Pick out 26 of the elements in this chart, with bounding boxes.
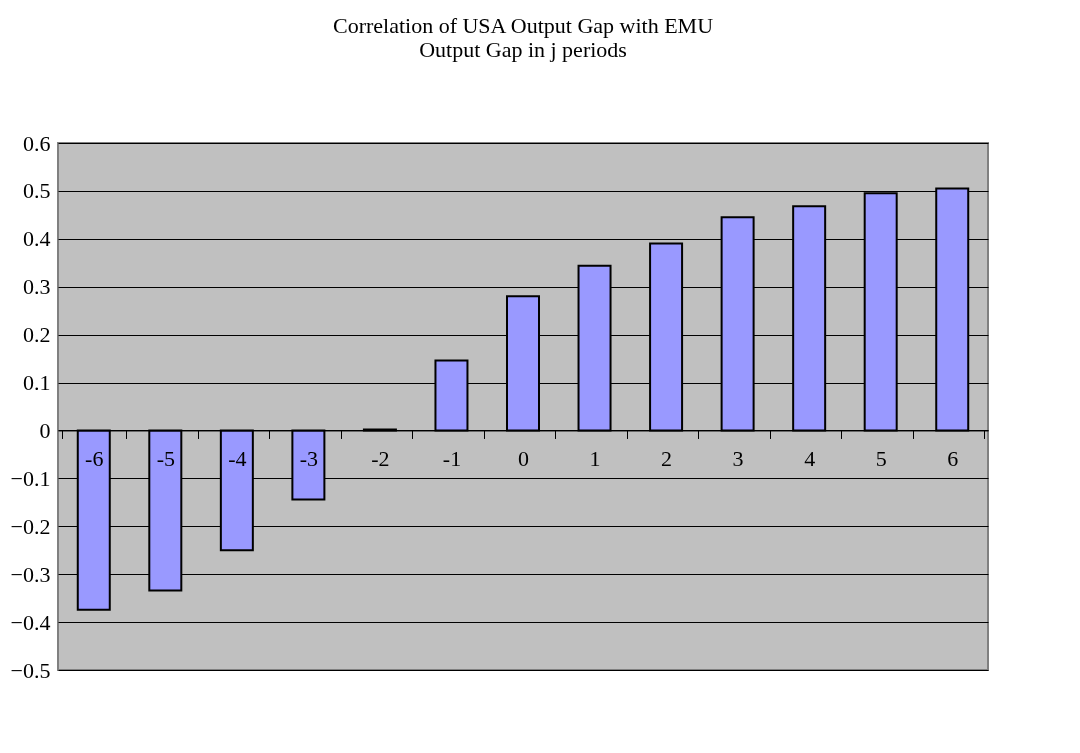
y-tick-label: 0.4 — [23, 226, 51, 252]
y-tick-label: −0.2 — [10, 513, 51, 539]
x-tick-label: 6 — [947, 445, 959, 471]
y-tick-label: 0.3 — [23, 274, 51, 300]
x-tick-label: -2 — [371, 445, 390, 471]
chart-title: Correlation of USA Output Gap with EMU Output Gap in j periods — [332, 13, 714, 62]
x-tick-label: -4 — [228, 445, 247, 471]
x-tick-label: -5 — [156, 445, 175, 471]
y-tick-label: −0.3 — [10, 561, 51, 587]
x-tick-label: -3 — [299, 445, 319, 471]
y-tick-label: 0.6 — [23, 130, 51, 156]
x-tick-label: 5 — [875, 445, 887, 471]
y-tick-label: 0.1 — [23, 370, 51, 396]
y-tick-label: 0 — [39, 417, 51, 443]
x-tick-label: -1 — [442, 445, 462, 471]
x-tick-label: 2 — [661, 445, 673, 471]
x-tick-label: 0 — [518, 445, 529, 471]
y-tick-label: −0.5 — [10, 657, 51, 683]
y-tick-label: 0.5 — [23, 178, 51, 204]
x-tick-label: 1 — [589, 445, 601, 471]
y-tick-label: 0.2 — [23, 322, 51, 348]
x-tick-label: 4 — [804, 445, 816, 471]
y-tick-label: −0.4 — [10, 609, 51, 635]
y-tick-label: −0.1 — [10, 465, 51, 491]
x-tick-label: 3 — [732, 445, 744, 471]
x-tick-label: -6 — [85, 445, 104, 471]
